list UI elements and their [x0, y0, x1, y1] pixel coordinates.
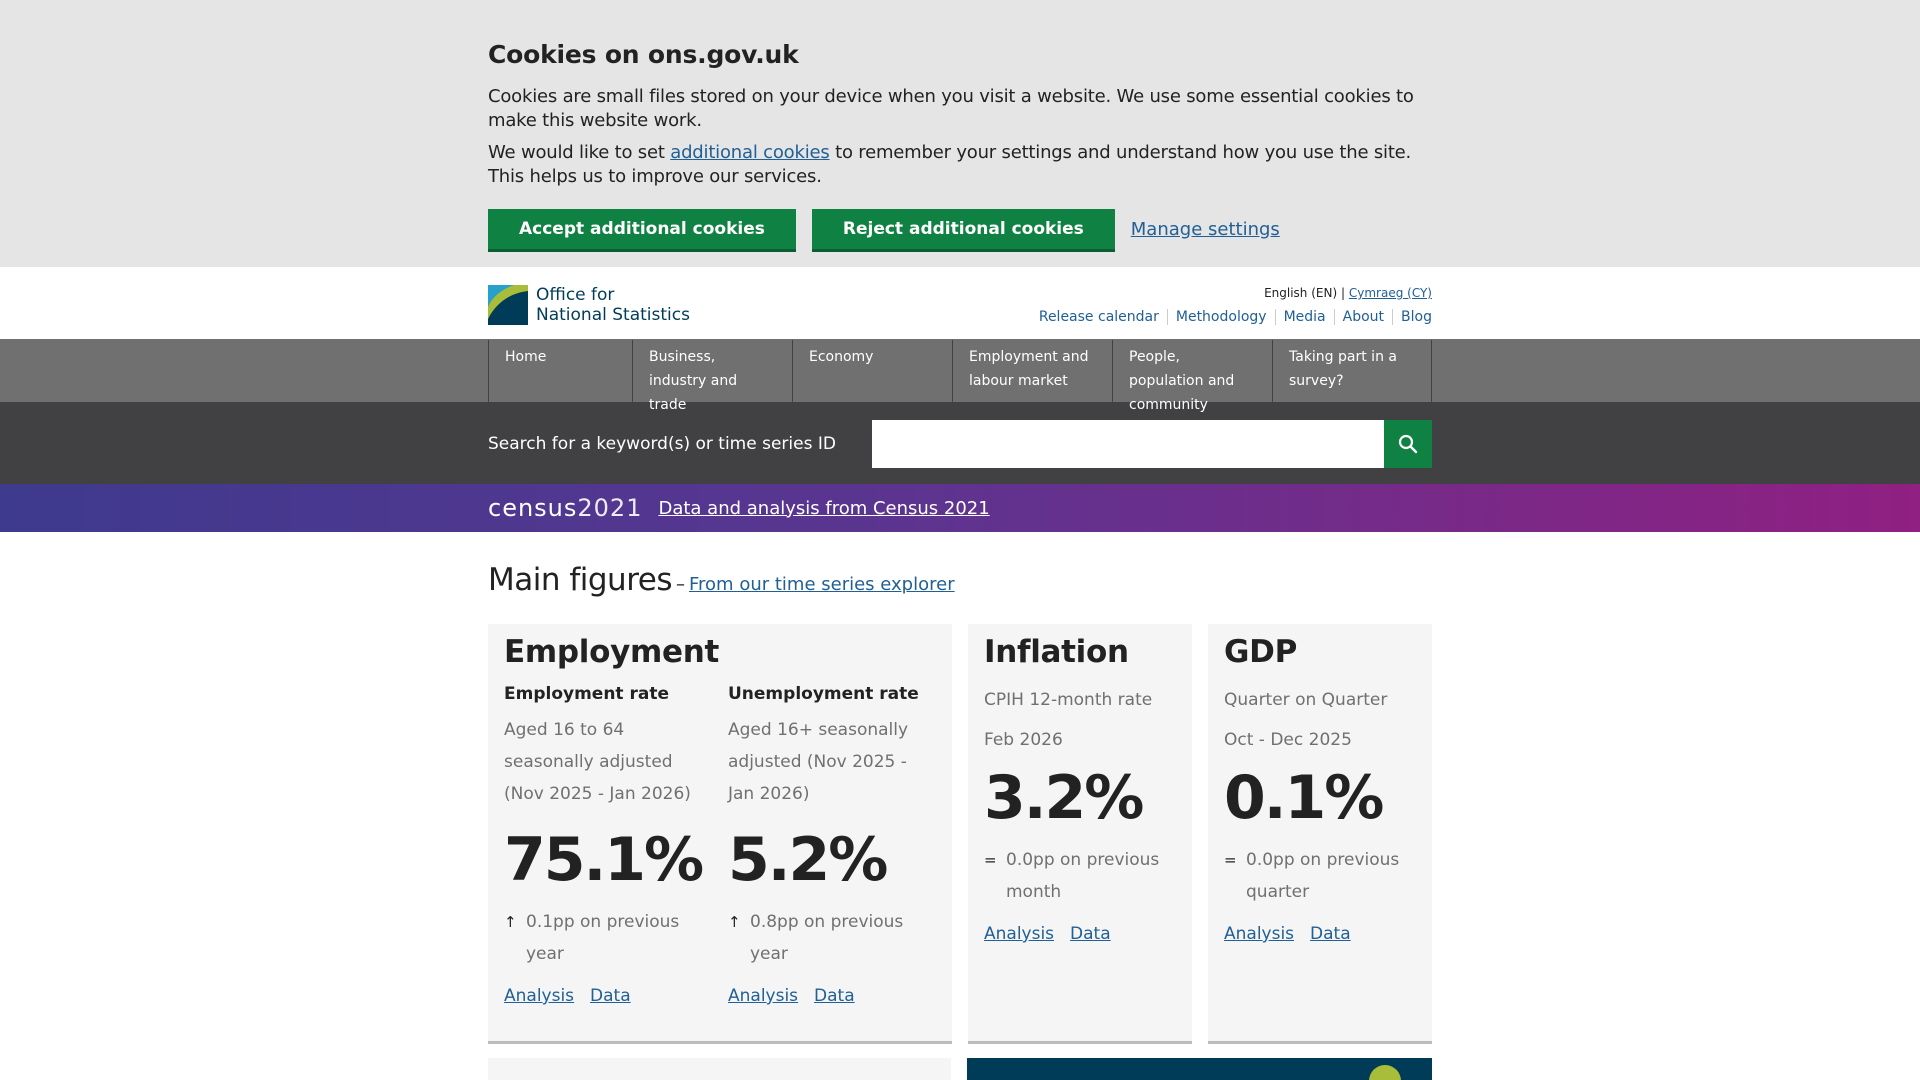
inflation-value: 3.2% [984, 763, 1144, 833]
main-nav: Home Business, industry and trade Econom… [0, 340, 1920, 413]
inflation-analysis-link[interactable]: Analysis [984, 924, 1055, 944]
utility-links: Release calendar Methodology Media About… [1031, 309, 1432, 325]
main-figures-title: Main figures [488, 562, 673, 598]
nav-item-home[interactable]: Home [488, 340, 632, 403]
gdp-data-link[interactable]: Data [1310, 924, 1351, 944]
additional-cookies-link[interactable]: additional cookies [670, 142, 830, 163]
employment-data-link[interactable]: Data [590, 986, 631, 1006]
arrow-up-icon: ↑ [728, 913, 741, 931]
nav-item-economy[interactable]: Economy [792, 340, 952, 403]
equals-icon: = [1224, 851, 1237, 869]
equals-icon: = [984, 851, 997, 869]
nav-item-survey[interactable]: Taking part in a survey? [1272, 340, 1432, 403]
media-link[interactable]: Media [1274, 309, 1334, 325]
site-header: Office for National Statistics English (… [0, 267, 1920, 340]
search-label: Search for a keyword(s) or time series I… [488, 433, 836, 454]
unemployment-rate-column: Unemployment rate Aged 16+ seasonally ad… [728, 684, 936, 1006]
badge-icon [1369, 1065, 1401, 1080]
gdp-change: = 0.0pp on previous quarter [1224, 844, 1416, 908]
inflation-title: Inflation [984, 634, 1129, 670]
title-dash: – [676, 574, 685, 595]
next-card-partial [488, 1058, 951, 1080]
gdp-card: GDP Quarter on Quarter Oct - Dec 2025 0.… [1208, 624, 1432, 1044]
arrow-up-icon: ↑ [504, 913, 517, 931]
employment-card: Employment Employment rate Aged 16 to 64… [488, 624, 952, 1044]
lang-current: English (EN) [1264, 286, 1338, 300]
cookie-text-2: We would like to set additional cookies … [488, 142, 1412, 187]
accept-cookies-button[interactable]: Accept additional cookies [488, 209, 796, 249]
nav-item-people[interactable]: People, population and community [1112, 340, 1272, 413]
search-input[interactable] [872, 419, 1384, 468]
cookie-text: Cookies are small files stored on your d… [488, 86, 1414, 131]
nav-item-business[interactable]: Business, industry and trade [632, 340, 792, 413]
search-icon [1398, 434, 1418, 453]
inflation-card: Inflation CPIH 12-month rate Feb 2026 3.… [968, 624, 1192, 1044]
gdp-analysis-link[interactable]: Analysis [1224, 924, 1295, 944]
reject-cookies-button[interactable]: Reject additional cookies [811, 209, 1115, 249]
feature-card-partial [967, 1058, 1432, 1080]
unemployment-rate-change: ↑ 0.8pp on previous year [728, 906, 936, 970]
employment-rate-change: ↑ 0.1pp on previous year [504, 906, 712, 970]
ons-logo[interactable]: Office for National Statistics [488, 285, 690, 325]
unemployment-data-link[interactable]: Data [814, 986, 855, 1006]
employment-rate-value: 75.1% [504, 825, 704, 895]
logo-line-2: National Statistics [536, 305, 690, 325]
language-switcher: English (EN) | Cymraeg (CY) [1264, 286, 1432, 300]
census-banner: census2021 Data and analysis from Census… [0, 484, 1920, 532]
search-button[interactable] [1384, 419, 1432, 468]
methodology-link[interactable]: Methodology [1166, 309, 1275, 325]
main-figures: Main figures – From our time series expl… [0, 532, 1920, 1080]
gdp-title: GDP [1224, 634, 1297, 670]
unemployment-analysis-link[interactable]: Analysis [728, 986, 799, 1006]
employment-rate-column: Employment rate Aged 16 to 64 seasonally… [504, 684, 712, 1006]
cookie-title: Cookies on ons.gov.uk [488, 40, 799, 69]
employment-title: Employment [504, 634, 720, 670]
employment-analysis-link[interactable]: Analysis [504, 986, 575, 1006]
blog-link[interactable]: Blog [1392, 309, 1432, 325]
ons-logo-icon [488, 285, 528, 325]
unemployment-rate-value: 5.2% [728, 825, 888, 895]
lang-separator: | [1340, 286, 1346, 300]
about-link[interactable]: About [1333, 309, 1392, 325]
inflation-change: = 0.0pp on previous month [984, 844, 1176, 908]
census-link[interactable]: Data and analysis from Census 2021 [658, 497, 990, 519]
inflation-data-link[interactable]: Data [1070, 924, 1111, 944]
release-calendar-link[interactable]: Release calendar [1038, 309, 1159, 325]
logo-line-1: Office for [536, 285, 615, 305]
census-logo: census2021 [488, 494, 643, 522]
nav-item-employment[interactable]: Employment and labour market [952, 340, 1112, 403]
cookie-banner: Cookies on ons.gov.uk Cookies are small … [0, 0, 1920, 267]
gdp-value: 0.1% [1224, 763, 1384, 833]
manage-settings-link[interactable]: Manage settings [1130, 218, 1280, 240]
search-bar: Search for a keyword(s) or time series I… [0, 403, 1920, 484]
time-series-explorer-link[interactable]: From our time series explorer [689, 574, 955, 595]
lang-welsh-link[interactable]: Cymraeg (CY) [1348, 286, 1432, 300]
